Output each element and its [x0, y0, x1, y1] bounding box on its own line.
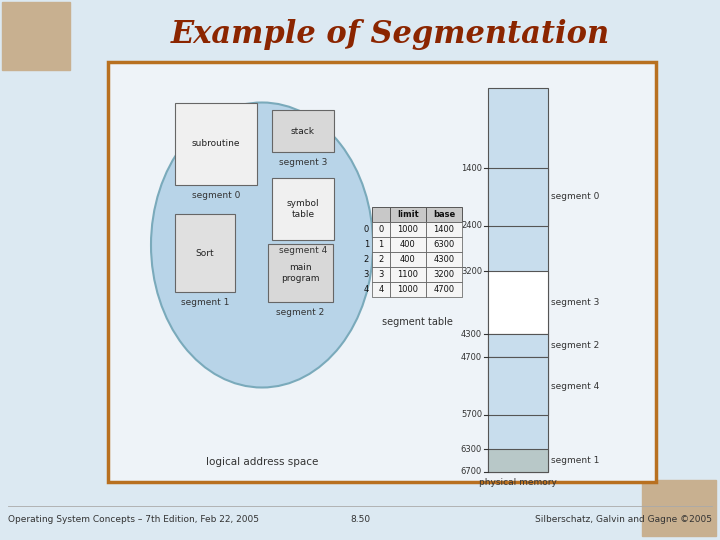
Bar — [372, 222, 390, 237]
Bar — [488, 168, 548, 226]
Text: Example of Segmentation: Example of Segmentation — [171, 19, 610, 51]
Text: subroutine: subroutine — [192, 139, 240, 148]
Bar — [488, 334, 548, 357]
Bar — [390, 237, 426, 252]
Bar — [2, 2, 70, 70]
Bar — [426, 222, 462, 237]
Text: 2400: 2400 — [461, 221, 482, 230]
Text: Operating System Concepts – 7th Edition, Feb 22, 2005: Operating System Concepts – 7th Edition,… — [8, 516, 259, 524]
Bar — [372, 252, 390, 267]
Text: 6300: 6300 — [461, 444, 482, 454]
Text: 1100: 1100 — [397, 270, 418, 279]
Bar — [372, 282, 390, 297]
Text: 3: 3 — [364, 270, 369, 279]
Text: symbol
table: symbol table — [287, 199, 319, 219]
Text: 1400: 1400 — [433, 225, 454, 234]
Text: limit: limit — [397, 210, 419, 219]
Text: 400: 400 — [400, 255, 416, 264]
Text: 2: 2 — [364, 255, 369, 264]
Text: segment 0: segment 0 — [192, 191, 240, 200]
Bar — [272, 178, 334, 240]
Bar — [390, 282, 426, 297]
Bar — [488, 449, 548, 472]
Bar — [426, 267, 462, 282]
Text: main
program: main program — [282, 264, 320, 283]
Text: 1000: 1000 — [397, 285, 418, 294]
Text: 4700: 4700 — [461, 353, 482, 362]
Text: Silberschatz, Galvin and Gagne ©2005: Silberschatz, Galvin and Gagne ©2005 — [535, 516, 712, 524]
Text: segment 3: segment 3 — [551, 299, 599, 307]
Text: 3200: 3200 — [461, 267, 482, 276]
Text: stack: stack — [291, 126, 315, 136]
Text: 5700: 5700 — [461, 410, 482, 419]
Text: 6300: 6300 — [433, 240, 454, 249]
Text: 8.50: 8.50 — [350, 516, 370, 524]
Bar — [426, 282, 462, 297]
Text: segment 2: segment 2 — [276, 308, 325, 317]
Bar — [488, 272, 548, 334]
Text: segment table: segment table — [382, 317, 452, 327]
Text: segment 4: segment 4 — [279, 246, 327, 255]
Bar — [175, 103, 257, 185]
Bar — [390, 222, 426, 237]
Text: 3: 3 — [378, 270, 384, 279]
Text: segment 4: segment 4 — [551, 382, 599, 390]
Text: segment 3: segment 3 — [279, 158, 327, 167]
Text: logical address space: logical address space — [206, 457, 318, 467]
Text: physical memory: physical memory — [479, 478, 557, 487]
Text: Sort: Sort — [196, 248, 215, 258]
Text: segment 0: segment 0 — [551, 192, 599, 201]
Text: 4300: 4300 — [433, 255, 454, 264]
Text: 4: 4 — [364, 285, 369, 294]
Bar — [488, 88, 548, 472]
Bar — [426, 252, 462, 267]
Text: 1: 1 — [379, 240, 384, 249]
Text: segment 2: segment 2 — [551, 341, 599, 350]
Text: segment 1: segment 1 — [181, 298, 229, 307]
Text: 3200: 3200 — [433, 270, 454, 279]
Text: 2: 2 — [379, 255, 384, 264]
Bar — [426, 207, 462, 222]
Bar — [175, 214, 235, 292]
Text: 400: 400 — [400, 240, 416, 249]
Text: 6700: 6700 — [461, 468, 482, 476]
Bar — [372, 207, 390, 222]
Bar — [390, 207, 426, 222]
Bar — [108, 62, 656, 482]
Bar — [390, 252, 426, 267]
Bar — [372, 267, 390, 282]
Bar — [268, 244, 333, 302]
Bar — [372, 237, 390, 252]
Text: 4: 4 — [379, 285, 384, 294]
Bar — [642, 480, 716, 536]
Ellipse shape — [151, 103, 373, 388]
Text: 4300: 4300 — [461, 330, 482, 339]
Text: 0: 0 — [379, 225, 384, 234]
Bar — [426, 237, 462, 252]
Text: 1: 1 — [364, 240, 369, 249]
Text: 0: 0 — [364, 225, 369, 234]
Text: 4700: 4700 — [433, 285, 454, 294]
Bar — [488, 357, 548, 415]
Text: 1000: 1000 — [397, 225, 418, 234]
Text: segment 1: segment 1 — [551, 456, 599, 465]
Bar — [390, 267, 426, 282]
Text: 1400: 1400 — [461, 164, 482, 173]
Bar — [272, 110, 334, 152]
Text: base: base — [433, 210, 455, 219]
